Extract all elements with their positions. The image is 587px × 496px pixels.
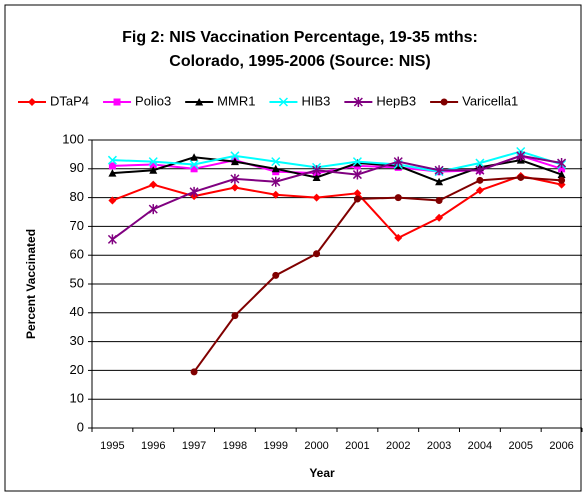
y-tick-label: 30: [70, 333, 84, 348]
data-point: [434, 165, 444, 176]
legend-label: HepB3: [376, 93, 416, 108]
legend-label: Varicella1: [462, 93, 518, 108]
y-tick-label: 50: [70, 275, 84, 290]
data-point: [148, 204, 158, 215]
x-tick-label: 2005: [509, 440, 533, 452]
data-point: [353, 189, 362, 198]
data-point: [230, 183, 239, 192]
data-point: [353, 159, 362, 167]
series-line: [112, 156, 562, 183]
data-point: [149, 180, 158, 189]
series-line: [111, 154, 562, 241]
data-point: [149, 166, 158, 174]
legend-label: MMR1: [217, 93, 255, 108]
legend-marker: [278, 97, 288, 107]
data-point: [352, 157, 362, 167]
legend-label: Polio3: [135, 93, 171, 108]
data-point: [108, 162, 116, 170]
data-point: [271, 164, 280, 173]
x-tick-label: 1996: [141, 440, 165, 452]
x-tick-label: 2000: [304, 440, 328, 452]
x-tick-label: 1998: [223, 440, 247, 452]
x-axis-label: Year: [309, 466, 335, 480]
data-point: [516, 150, 526, 161]
data-point: [435, 196, 443, 204]
data-point: [271, 157, 281, 167]
data-point: [558, 176, 566, 184]
data-point: [189, 159, 199, 170]
data-point: [149, 160, 157, 168]
y-tick-label: 90: [70, 160, 84, 175]
y-tick-label: 40: [70, 304, 84, 319]
data-point: [312, 173, 321, 181]
y-tick-label: 100: [62, 131, 84, 146]
data-point: [148, 157, 158, 167]
data-point: [190, 153, 199, 161]
data-point: [558, 165, 566, 173]
data-point: [312, 193, 321, 202]
data-point: [190, 165, 198, 173]
data-point: [230, 157, 239, 166]
x-tick-label: 2004: [468, 440, 492, 452]
y-tick-label: 60: [70, 247, 84, 262]
legend-marker: [440, 98, 448, 106]
data-point: [108, 196, 117, 205]
y-tick-label: 70: [70, 218, 84, 233]
data-point: [475, 165, 485, 176]
data-point: [230, 151, 240, 161]
data-point: [189, 186, 199, 197]
data-point: [271, 176, 281, 187]
data-point: [394, 194, 402, 202]
data-point: [393, 156, 403, 167]
data-point: [353, 195, 361, 203]
data-point: [108, 169, 117, 177]
series-line: [193, 176, 562, 373]
data-point: [107, 155, 117, 165]
data-point: [313, 250, 321, 258]
legend-marker: [353, 97, 363, 107]
legend-label: HIB3: [301, 93, 330, 108]
x-tick-label: 2001: [345, 440, 369, 452]
data-point: [271, 190, 280, 199]
x-tick-label: 1999: [264, 440, 288, 452]
data-point: [107, 234, 117, 245]
data-point: [230, 173, 240, 184]
data-point: [352, 169, 362, 180]
y-tick-label: 0: [77, 419, 84, 434]
data-point: [231, 312, 239, 320]
y-tick-label: 10: [70, 391, 84, 406]
x-tick-label: 2002: [386, 440, 410, 452]
legend-marker: [28, 98, 36, 106]
data-point: [190, 368, 198, 376]
chart-frame: [4, 4, 582, 492]
data-point: [394, 233, 403, 242]
data-point: [557, 158, 567, 169]
data-point: [476, 176, 484, 184]
y-tick-label: 80: [70, 189, 84, 204]
y-axis-label: Percent Vaccinated: [24, 229, 38, 339]
series-line: [112, 150, 562, 173]
x-tick-label: 2006: [549, 440, 573, 452]
data-point: [435, 213, 444, 222]
chart-title: Colorado, 1995-2006 (Source: NIS): [169, 53, 430, 70]
data-point: [517, 173, 525, 181]
data-point: [475, 158, 485, 168]
x-tick-label: 1995: [100, 440, 124, 452]
data-point: [475, 186, 484, 195]
data-point: [557, 170, 566, 179]
chart-title: Fig 2: NIS Vaccination Percentage, 19-35…: [122, 29, 478, 46]
data-point: [435, 177, 444, 186]
legend-label: DTaP4: [50, 93, 89, 108]
legend-marker: [195, 98, 204, 106]
data-point: [312, 165, 322, 176]
legend-marker: [113, 98, 121, 106]
y-tick-label: 20: [70, 362, 84, 377]
data-point: [272, 271, 280, 279]
x-tick-label: 2003: [427, 440, 451, 452]
x-tick-label: 1997: [182, 440, 206, 452]
